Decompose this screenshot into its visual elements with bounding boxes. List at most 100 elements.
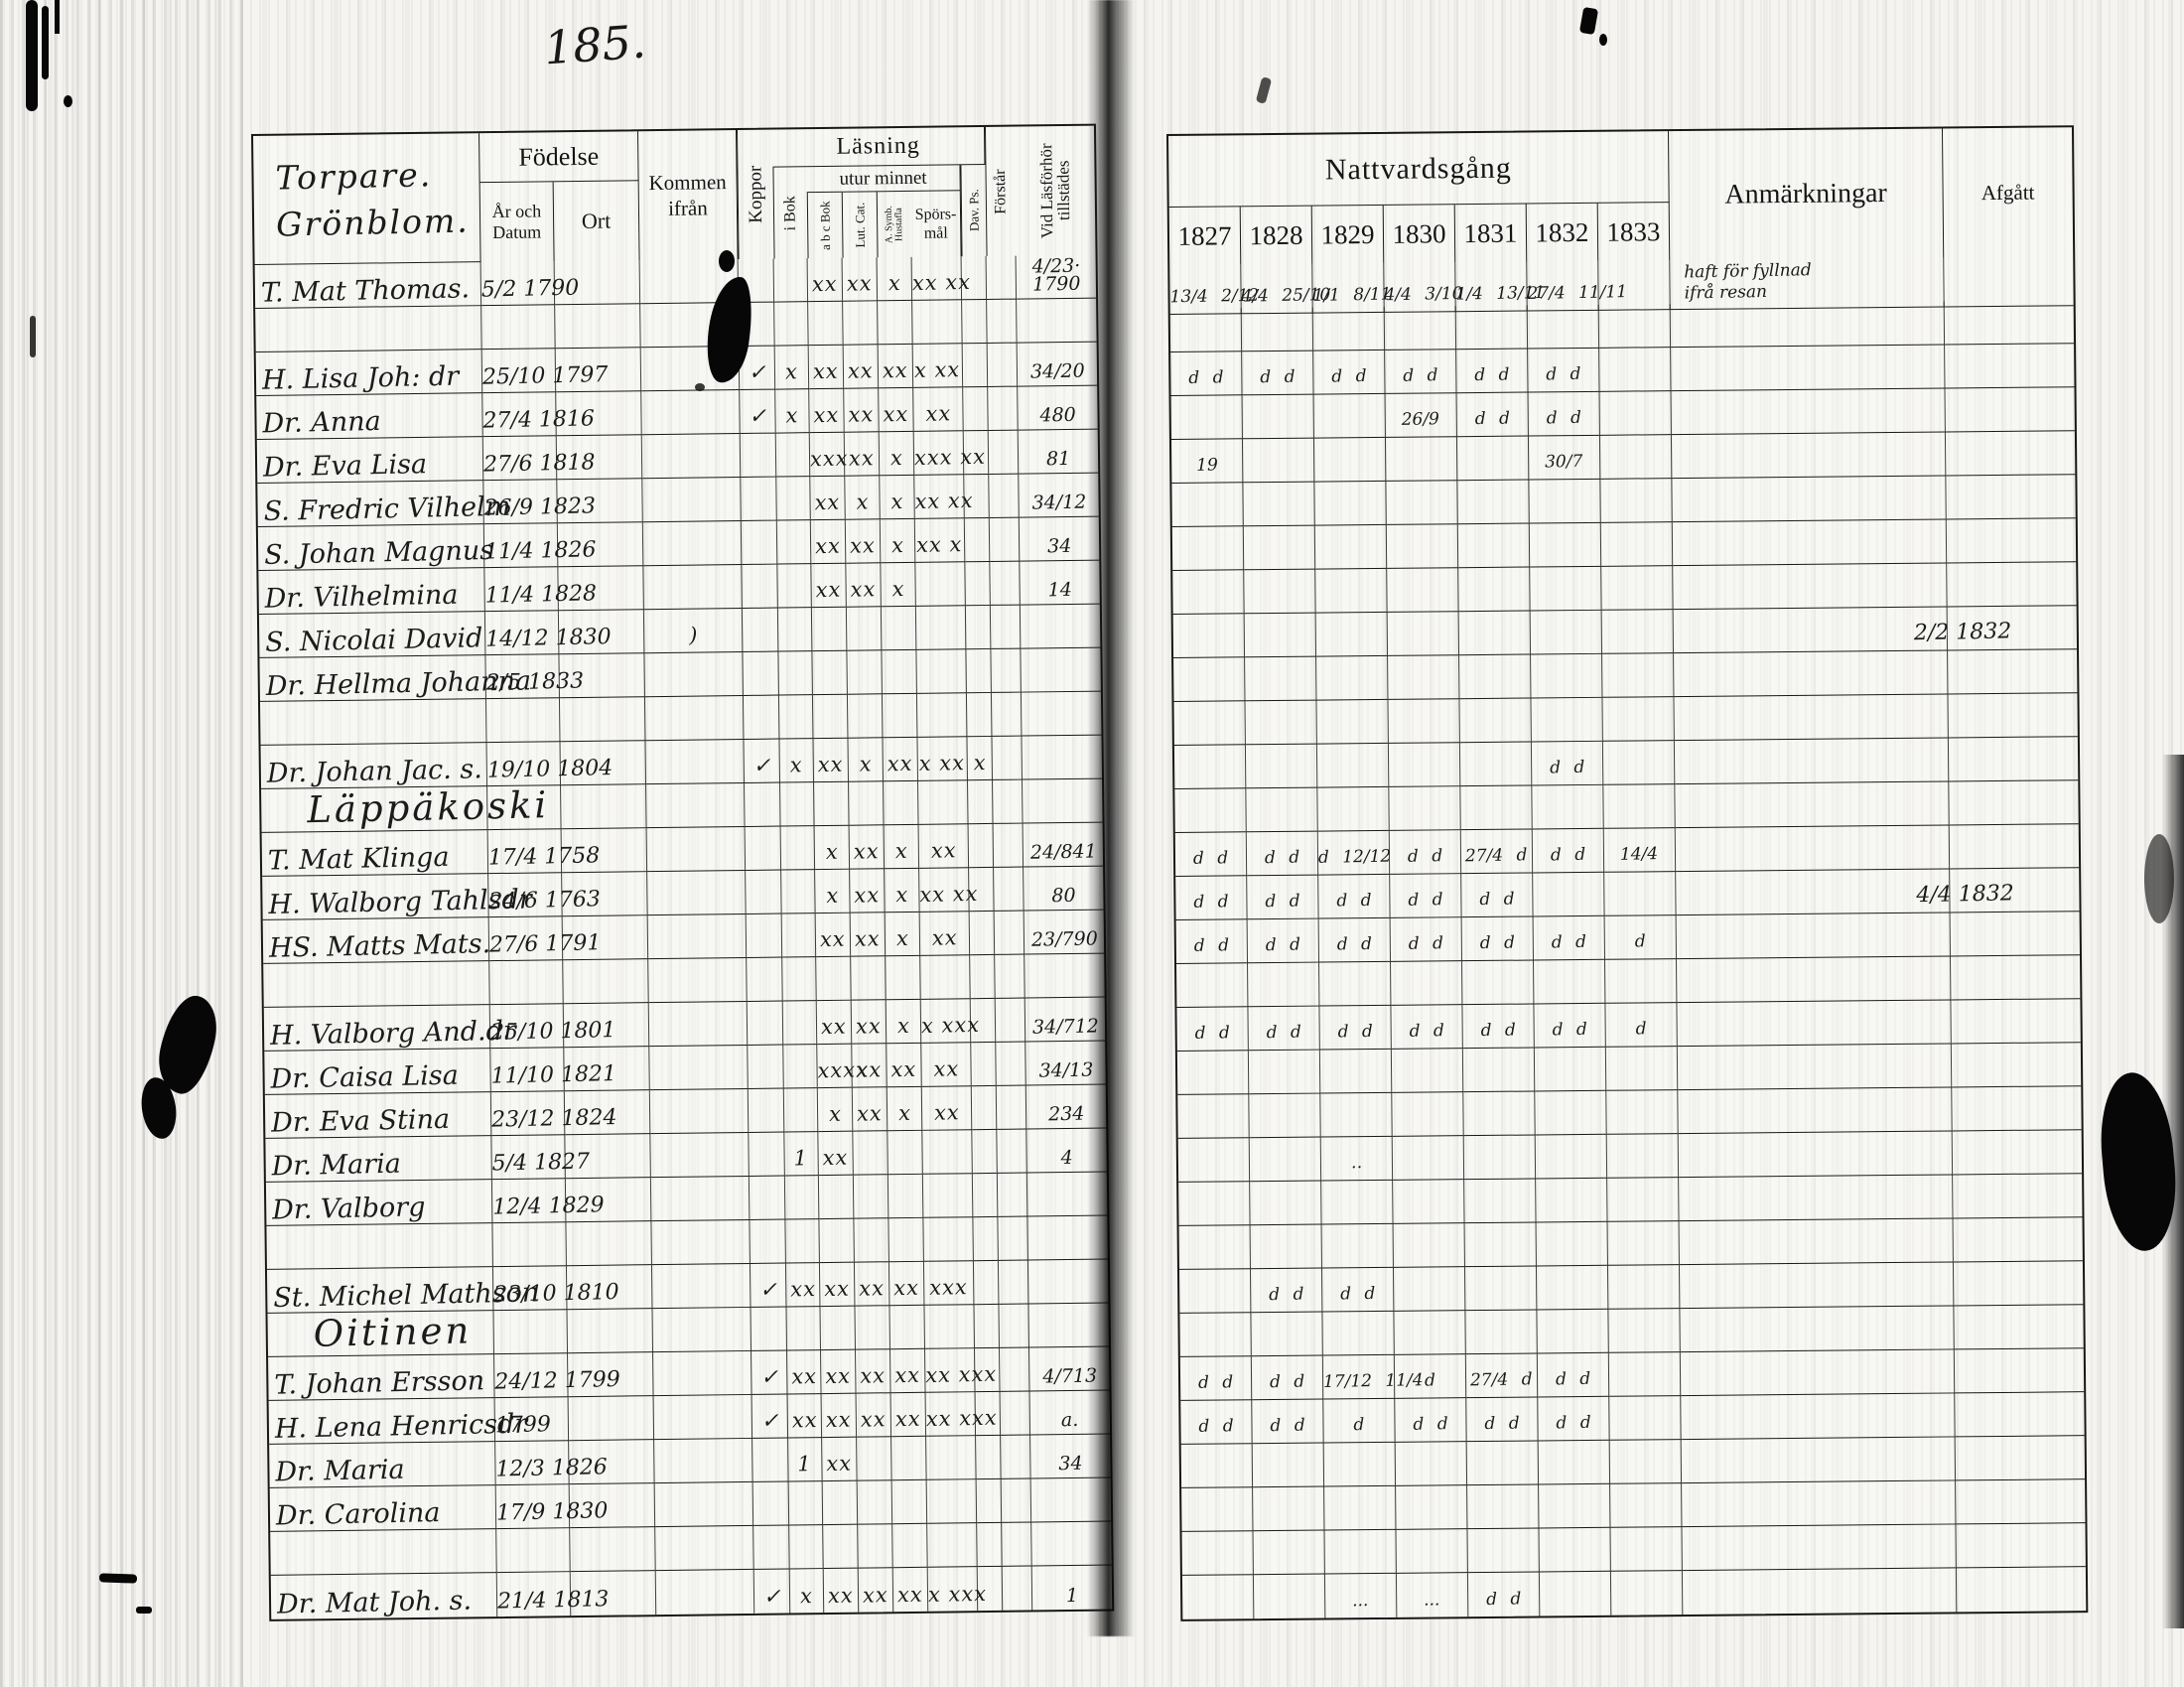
spors-cell: xxx xx (913, 431, 986, 476)
communion-year-cell (1394, 1311, 1466, 1355)
ort-cell (562, 915, 649, 961)
name-cell: Läppäkoski (261, 783, 550, 833)
abc-cell (814, 781, 850, 827)
date-cell: 23/10 1810 (492, 1266, 619, 1312)
communion-year-cell: d d (1246, 831, 1319, 877)
afgatt-cell (1955, 1436, 2086, 1481)
ort-cell (563, 959, 649, 1005)
kommen-cell (642, 520, 743, 567)
abc-cell (808, 301, 844, 347)
header-forstar: Förstår (984, 126, 1017, 256)
date-cell: 26/9 1823 (483, 480, 596, 525)
spors-cell: xx xx (919, 868, 979, 913)
communion-year-cell (1324, 1529, 1397, 1575)
communion-year-cell (1178, 1182, 1251, 1226)
tillst-cell: 34/13 (1025, 1041, 1106, 1086)
hust-cell: x (880, 475, 915, 520)
abc-cell (812, 650, 848, 696)
communion-year-cell: d 12/12 (1317, 830, 1391, 876)
hust-cell: x (881, 562, 916, 608)
spors-cell: x xx (912, 344, 964, 388)
name-cell: H. Lena Henricsdr (268, 1398, 528, 1445)
spors-cell: x xxx (920, 999, 980, 1044)
header-year-1829: 1829 (1311, 205, 1385, 264)
tillst-cell: 34/712 (1024, 997, 1106, 1043)
communion-year-cell (1170, 395, 1243, 440)
anmarkningar-cell (1675, 781, 1950, 829)
communion-year-cell (1459, 742, 1533, 787)
koppor-cell (738, 258, 775, 304)
header-ar-och-datum: År och Datum (479, 182, 555, 263)
forst-cell (995, 954, 1025, 999)
communion-year-cell: d d (1174, 832, 1248, 877)
koppor-cell: ✓ (744, 739, 781, 783)
communion-year-cell: d d (1461, 916, 1535, 962)
ibok-cell (786, 1307, 822, 1351)
page-number-handwritten: 185. (542, 14, 648, 75)
date-cell: 5/4 1827 (491, 1135, 590, 1181)
koppor-cell (741, 520, 778, 565)
lut-cell (849, 781, 885, 826)
dav-cell (972, 1173, 999, 1218)
hust-cell (891, 1436, 927, 1481)
anmarkningar-cell (1672, 519, 1948, 567)
lut-cell: xx (858, 1568, 894, 1613)
scan-edge-blob (137, 1074, 181, 1142)
forst-cell (989, 517, 1021, 562)
scan-edge-blob (2095, 1069, 2182, 1254)
scan-edge-mark (55, 0, 60, 34)
communion-year-cell: 17/12 11/4 (1322, 1354, 1424, 1400)
communion-year-cell (1532, 784, 1604, 830)
anmarkningar-cell (1678, 1087, 1953, 1135)
communion-year-cell (1466, 1441, 1540, 1486)
dav-cell (965, 561, 991, 607)
lut-cell (858, 1524, 893, 1569)
koppor-cell: ✓ (750, 1263, 787, 1308)
tillst-cell (1022, 735, 1102, 780)
communion-year-cell (1460, 785, 1533, 831)
abc-cell: xx (807, 257, 844, 303)
communion-year-cell (1393, 1223, 1465, 1268)
koppor-cell (739, 302, 775, 348)
communion-year-cell (1180, 1444, 1254, 1488)
communion-year-cell (1607, 1265, 1681, 1310)
tillst-cell: 80 (1024, 866, 1104, 912)
lut-cell: xx (845, 519, 882, 564)
koppor-cell (746, 870, 782, 914)
communion-year-cell: d d (1318, 917, 1392, 963)
ort-cell (557, 479, 643, 524)
communion-year-cell (1315, 568, 1388, 614)
communion-year-cell (1171, 526, 1245, 571)
forst-cell (992, 736, 1024, 780)
communion-year-cell (1536, 1265, 1609, 1311)
communion-year-cell (1392, 1136, 1465, 1181)
date-cell: 24/6 1763 (488, 873, 601, 918)
lut-cell: xx (849, 825, 886, 870)
abc-cell: xx (821, 1349, 857, 1395)
communion-year-cell (1601, 610, 1675, 654)
dav-cell (976, 1478, 1003, 1524)
date-cell (492, 1222, 567, 1268)
kommen-cell (645, 739, 746, 785)
communion-year-cell (1321, 1223, 1394, 1269)
communion-year-cell (1599, 391, 1672, 436)
date-cell: 23/12 1824 (490, 1091, 617, 1137)
forst-cell (993, 779, 1024, 824)
tillst-cell: 1 (1065, 1584, 1079, 1608)
ort-cell (563, 1003, 650, 1049)
communion-year-cell (1179, 1313, 1252, 1357)
lut-cell: xx (850, 913, 887, 957)
ibok-cell (777, 608, 813, 652)
ort-cell (564, 1047, 650, 1092)
communion-year-cell (1539, 1483, 1611, 1529)
spors-cell (926, 1479, 978, 1524)
dav-cell (970, 954, 996, 1000)
dav-cell (966, 692, 993, 738)
lut-cell (857, 1480, 893, 1525)
communion-year-cell (1539, 1527, 1611, 1573)
communion-year-cell (1321, 1180, 1394, 1225)
date-cell: 19/10 1804 (486, 742, 613, 787)
communion-year-cell (1320, 1092, 1393, 1138)
ibok-cell (776, 520, 812, 565)
ort-cell (558, 610, 645, 655)
